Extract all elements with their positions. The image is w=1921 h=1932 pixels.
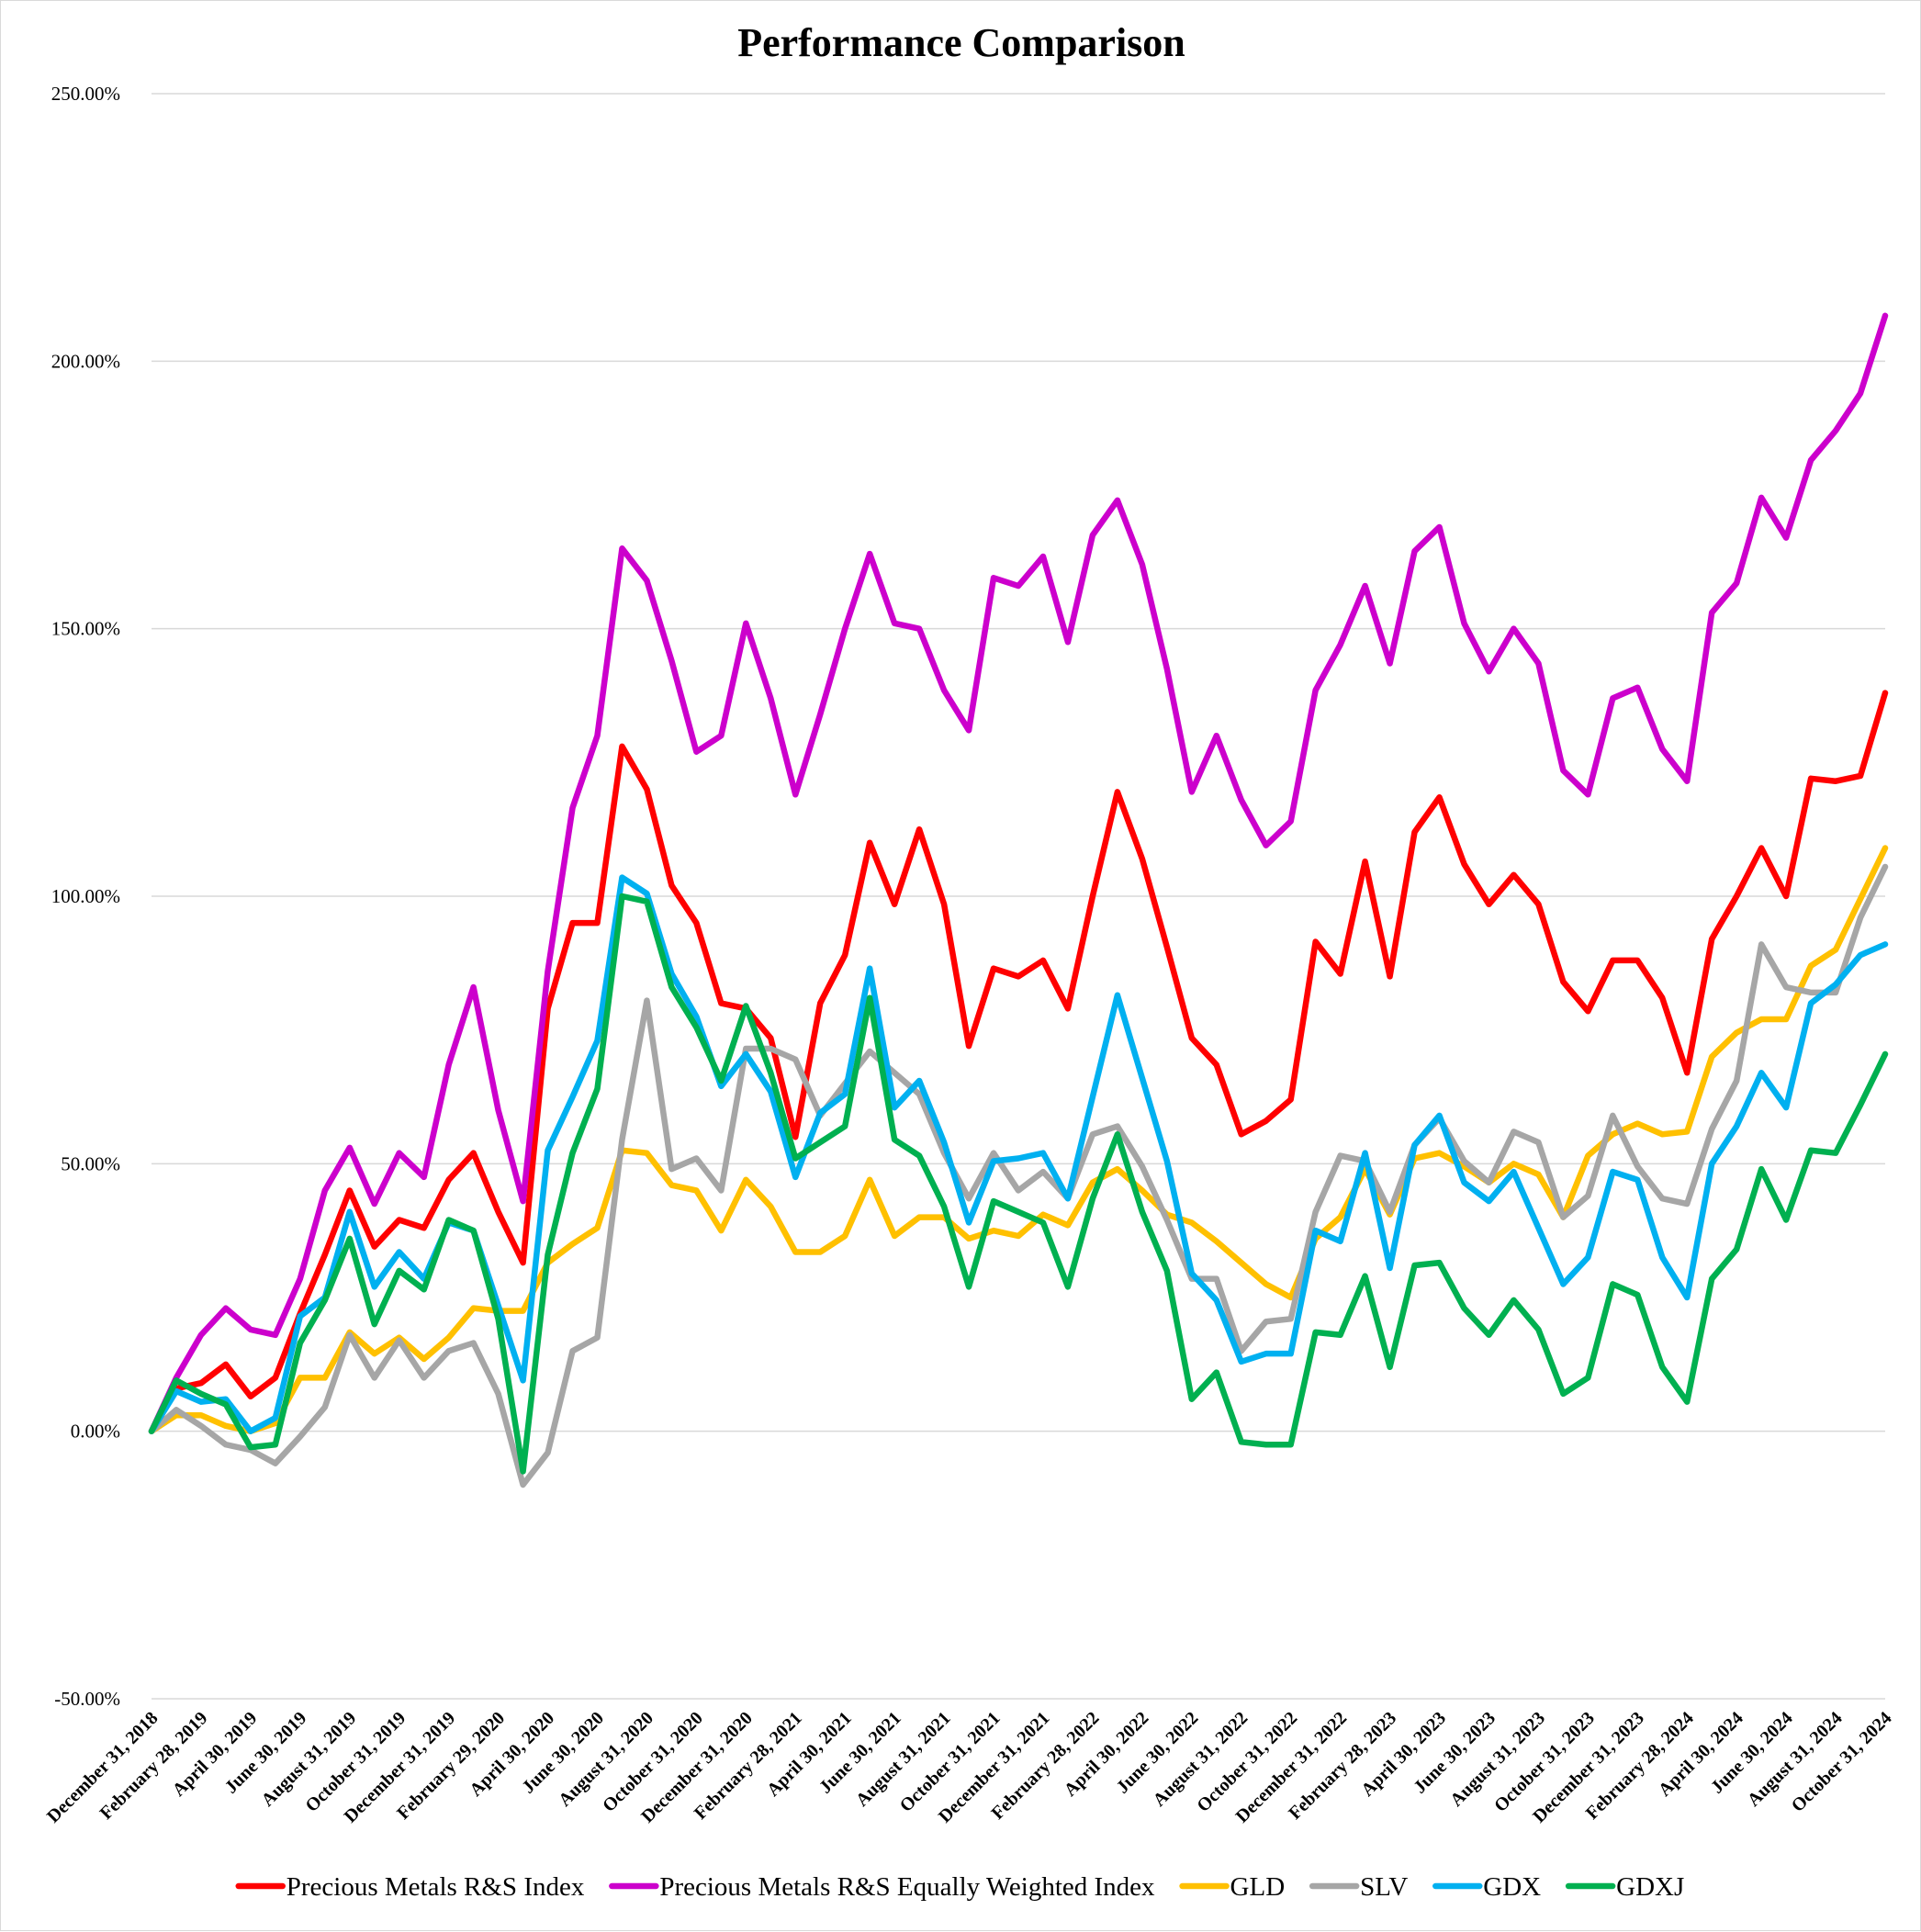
legend-label-gdx: GDX [1483,1872,1541,1902]
series-line-gdxj [148,893,1889,1475]
series-line-gld [148,845,1889,1434]
legend-label-slv: SLV [1360,1872,1408,1902]
series-line-slv [148,863,1889,1488]
series-lines [148,312,1889,1488]
legend-label-gdxj: GDXJ [1616,1872,1684,1902]
y-tick-label: 200.00% [51,350,120,372]
y-tick-label: 0.00% [71,1421,120,1443]
y-tick-label: 250.00% [51,83,120,105]
chart-title: Performance Comparison [737,20,1185,65]
series-line-precious-metals-rands-equally-weighted-index [148,312,1889,1434]
y-tick-label: 100.00% [51,885,120,907]
legend-label-precious-metals-rands-index: Precious Metals R&S Index [286,1872,585,1902]
legend-label-gld: GLD [1230,1872,1286,1902]
gridlines [152,93,1885,1700]
y-tick-label: 150.00% [51,618,120,640]
y-tick-label: -50.00% [54,1688,120,1710]
legend-label-precious-metals-rands-equally-weighted-index: Precious Metals R&S Equally Weighted Ind… [659,1872,1155,1902]
y-axis-ticks: 250.00% 200.00% 150.00% 100.00% 50.00% 0.00% -… [51,83,120,1710]
legend: Precious Metals R&S Index Precious Metals… [235,1872,1684,1902]
y-tick-label: 50.00% [61,1152,120,1174]
series-line-precious-metals-rands-index [148,690,1889,1434]
